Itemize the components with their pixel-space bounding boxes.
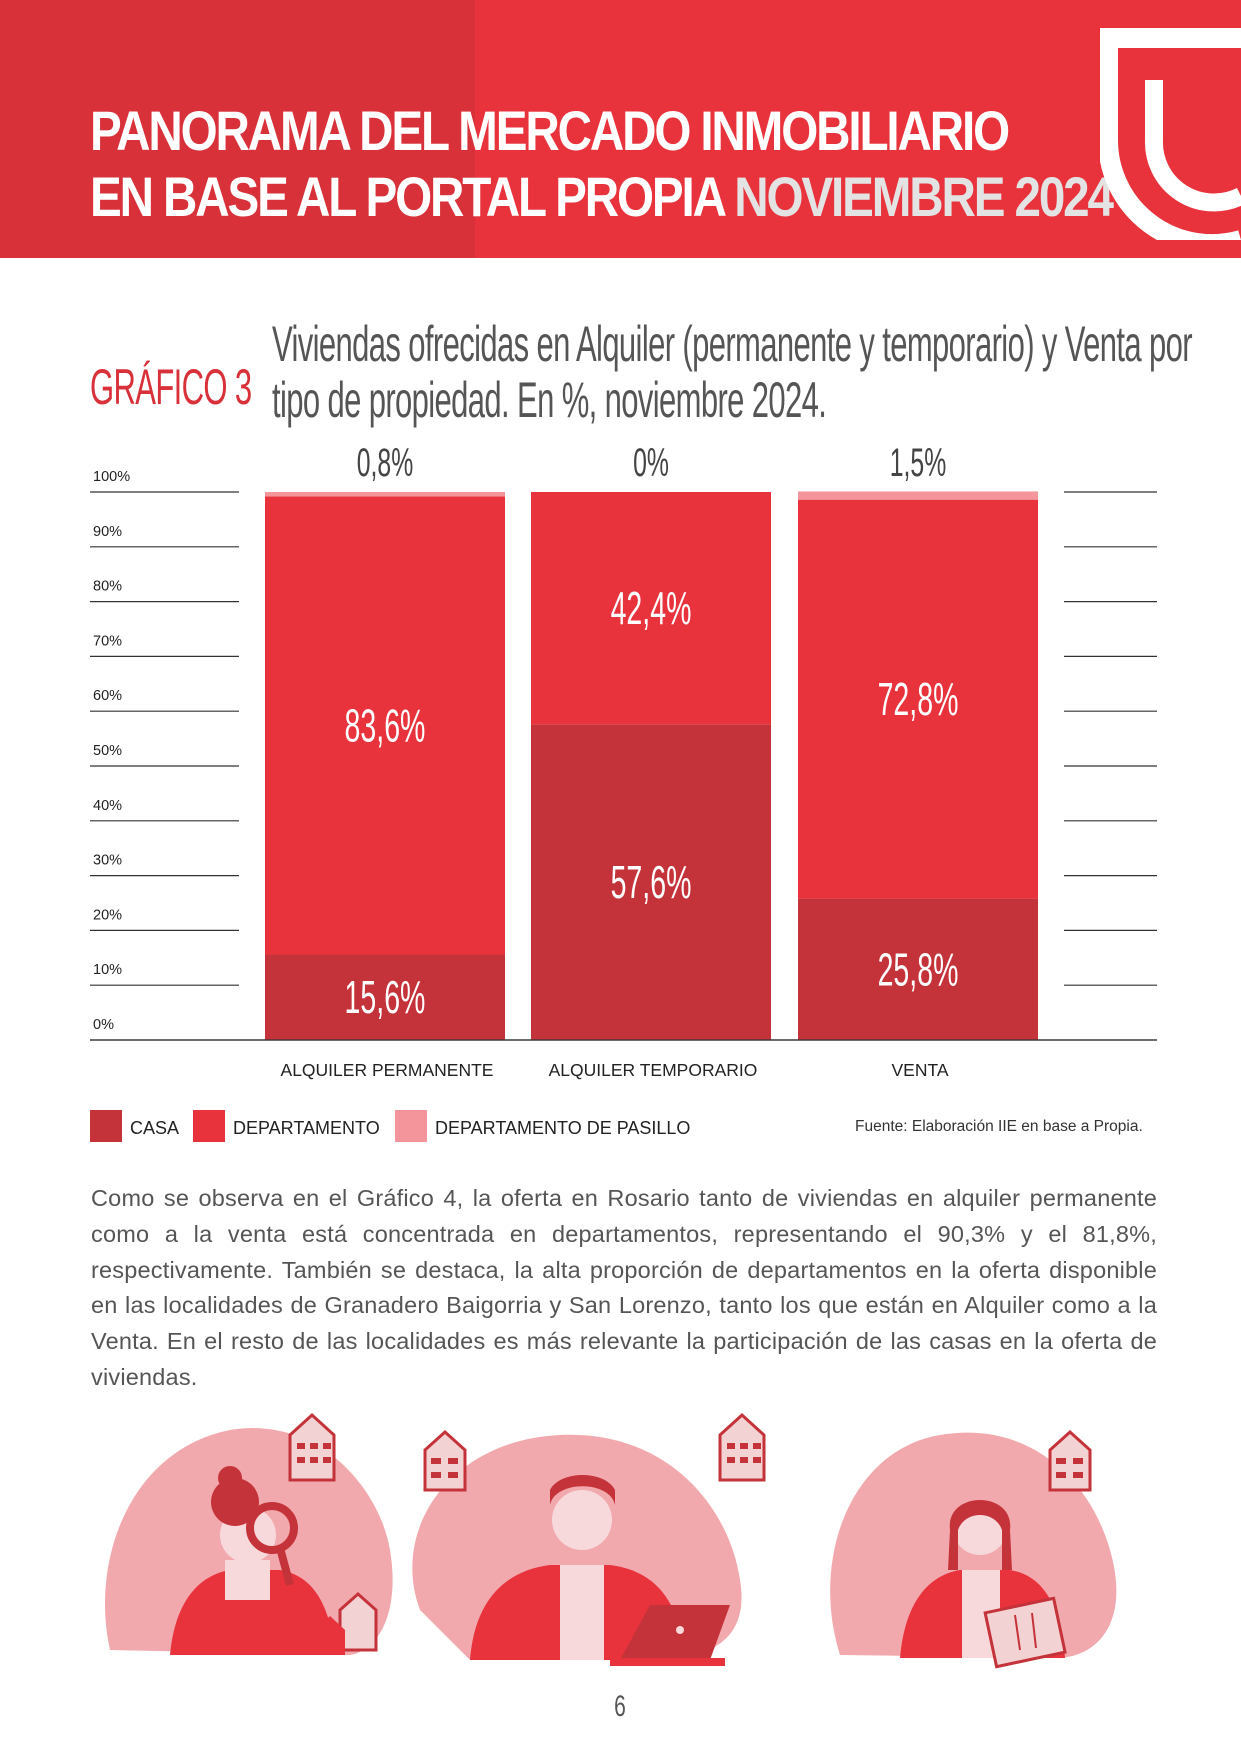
bar-segment (798, 499, 1038, 899)
chart-source: Fuente: Elaboración IIE en base a Propia… (855, 1118, 1143, 1135)
data-label: 72,8% (878, 674, 959, 726)
stacked-bar-chart: 0% 10% 20% 30% 40% 50% 60% 70% 80% 90% 100% 15,6% 8… (90, 441, 1157, 1080)
bar-segment (531, 492, 771, 725)
legend-label-casa: CASA (130, 1118, 180, 1138)
bar-segment (265, 954, 505, 1040)
report-title: PANORAMA DEL MERCADO INMOBILIARIO EN BAS… (90, 98, 1114, 230)
figure-label: GRÁFICO 3 (90, 359, 252, 415)
y-tick-label: 90% (93, 524, 122, 540)
y-tick-label: 30% (93, 853, 122, 869)
header-banner: PANORAMA DEL MERCADO INMOBILIARIO EN BAS… (0, 0, 1241, 258)
data-label: 1,5% (890, 441, 947, 485)
y-tick-label: 100% (93, 469, 130, 485)
x-category-label: ALQUILER PERMANENTE (281, 1060, 494, 1080)
x-category-label: ALQUILER TEMPORARIO (549, 1060, 758, 1080)
bar-segment (265, 492, 505, 497)
illustration-woman-document-icon (830, 1429, 1117, 1669)
data-label: 57,6% (611, 857, 692, 909)
bar-segment (798, 491, 1038, 500)
illustration-woman-magnifier-icon (105, 1412, 393, 1655)
y-tick-label: 70% (93, 633, 122, 649)
title-line-2: EN BASE AL PORTAL PROPIA (90, 165, 725, 228)
data-label: 0% (633, 441, 669, 485)
y-tick-label: 0% (93, 1017, 114, 1033)
chart-labels: 15,6% 83,6% 0,8% ALQUILER PERMANENTE 57,6% 42… (90, 441, 1157, 1080)
data-label: 42,4% (611, 583, 692, 635)
chart-bars (239, 490, 1064, 1040)
y-tick-label: 50% (93, 743, 122, 759)
y-tick-label: 80% (93, 579, 122, 595)
legend-swatch-departamento-pasillo (395, 1110, 427, 1142)
data-label: 0,8% (357, 441, 414, 485)
data-label: 83,6% (345, 701, 426, 753)
y-tick-label: 20% (93, 907, 122, 923)
legend-label-departamento-pasillo: DEPARTAMENTO DE PASILLO (435, 1118, 691, 1138)
chart-legend: CASA DEPARTAMENTO DEPARTAMENTO DE PASILL… (90, 1110, 1170, 1146)
bar-segment (265, 496, 505, 955)
y-tick-label: 40% (93, 798, 122, 814)
body-paragraph: Como se observa en el Gráfico 4, la ofer… (91, 1185, 1157, 1390)
figure-title: Viviendas ofrecidas en Alquiler (permane… (272, 316, 1193, 428)
legend-swatch-casa (90, 1110, 122, 1142)
legend-label-departamento: DEPARTAMENTO (233, 1118, 380, 1138)
bar-segment (798, 898, 1038, 1040)
brand-logo-icon (1100, 28, 1241, 240)
x-category-label: VENTA (891, 1060, 948, 1080)
illustration-man-laptop-icon (412, 1412, 766, 1666)
y-tick-label: 10% (93, 962, 122, 978)
title-line-1: PANORAMA DEL MERCADO INMOBILIARIO (90, 99, 1010, 162)
bar-segment (531, 724, 771, 1040)
page-number: 6 (614, 1690, 626, 1723)
title-date-highlight: NOVIEMBRE 2024 (734, 165, 1114, 228)
illustrations (105, 1412, 1117, 1669)
y-tick-label: 60% (93, 688, 122, 704)
legend-swatch-departamento (193, 1110, 225, 1142)
data-label: 15,6% (345, 972, 426, 1024)
data-label: 25,8% (878, 944, 959, 996)
